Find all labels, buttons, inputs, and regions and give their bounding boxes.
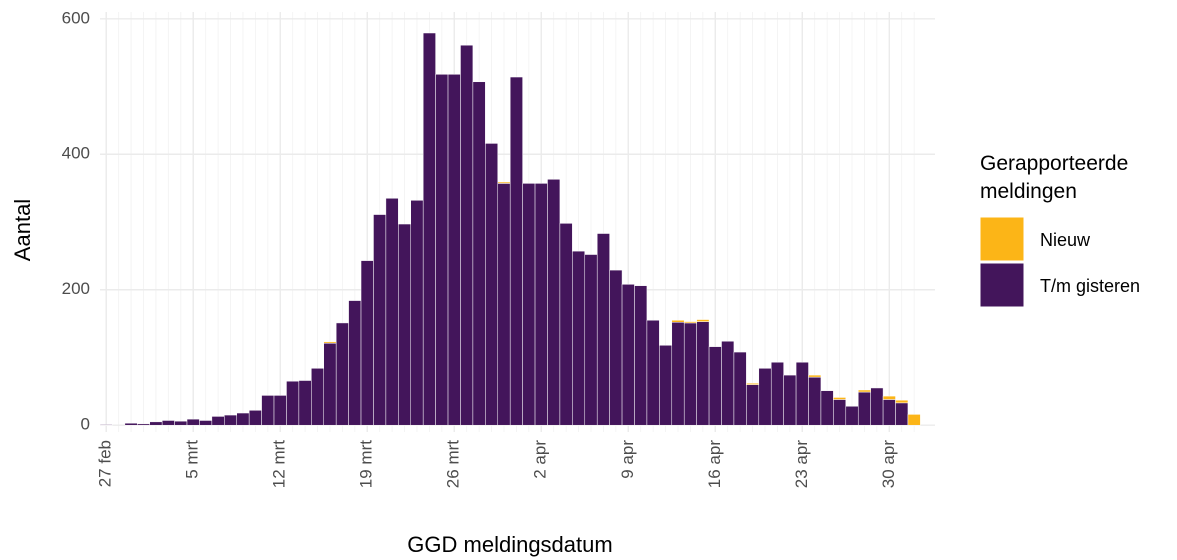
bar-segment (833, 397, 847, 400)
bar-segment (770, 361, 784, 426)
x-tick-label: 9 apr (618, 440, 637, 479)
y-tick-label: 400 (62, 144, 90, 163)
bar-segment (820, 390, 834, 426)
bar-segment (186, 418, 200, 426)
bar-segment (783, 374, 797, 426)
bar-segment (497, 183, 511, 426)
bar-segment (323, 341, 337, 344)
bar-segment (161, 420, 175, 426)
bar-segment (335, 322, 349, 426)
bar-segment (833, 399, 847, 426)
bar-segment (746, 384, 760, 426)
bar-segment (174, 420, 188, 426)
bar-segment (808, 376, 822, 426)
x-tick-label: 23 apr (792, 440, 811, 489)
bar-segment (422, 32, 436, 426)
bar-segment (895, 399, 909, 404)
bar-segment (199, 420, 213, 426)
bar-segment (311, 368, 324, 426)
bar-segment (857, 391, 871, 426)
y-tick-label: 600 (62, 8, 90, 27)
bar-segment (348, 300, 362, 426)
x-tick-label: 30 apr (879, 440, 898, 489)
bar-segment (509, 76, 523, 426)
x-tick-label: 19 mrt (357, 440, 376, 488)
x-tick-label: 2 apr (531, 440, 550, 479)
bar-segment (708, 346, 722, 426)
bar-segment (882, 395, 896, 400)
bar-segment (646, 319, 660, 426)
y-tick-label: 0 (81, 415, 90, 434)
bar-segment (323, 343, 337, 426)
bar-segment (460, 44, 474, 426)
x-axis-title: GGD meldingsdatum (407, 532, 612, 557)
bar-segment (596, 233, 610, 426)
bar-segment (149, 421, 163, 426)
bar-segment (609, 269, 623, 426)
bar-segment (137, 423, 150, 426)
bar-segment (895, 402, 909, 426)
bar-segment (572, 250, 586, 426)
bar-segment (696, 321, 710, 426)
bar-segment (746, 382, 760, 385)
legend-label: T/m gisteren (1040, 276, 1140, 296)
bar-segment (248, 410, 262, 426)
x-tick-label: 12 mrt (270, 440, 289, 488)
bar-segment (124, 422, 138, 426)
bar-segment (659, 345, 673, 426)
bar-segment (721, 340, 735, 426)
bar-segment (298, 380, 312, 426)
bar-segment (447, 74, 461, 426)
bar-segment (286, 380, 300, 426)
bar-segment (261, 395, 275, 426)
legend-key (979, 262, 1025, 308)
bar-segment (845, 406, 859, 426)
bar-segment (360, 260, 374, 426)
bar-segment (559, 223, 573, 426)
bar-segment (795, 361, 809, 426)
bar-segment (497, 181, 511, 184)
bar-segment (273, 395, 287, 426)
bar-segment (485, 143, 499, 426)
bar-segment (870, 387, 884, 426)
bar-segment (398, 223, 412, 426)
legend-title: Gerapporteerde meldingen (980, 152, 1129, 203)
x-tick-label: 26 mrt (444, 440, 463, 488)
legend-key (979, 216, 1025, 262)
y-tick-label: 200 (62, 279, 90, 298)
bar-segment (236, 412, 250, 426)
y-axis-title: Aantal (10, 199, 35, 261)
bar-segment (696, 319, 710, 322)
bar-segment (472, 81, 486, 426)
x-tick-label: 5 mrt (183, 440, 202, 479)
bar-segment (758, 368, 772, 426)
x-tick-label: 27 feb (96, 440, 115, 487)
bar-segment (671, 322, 685, 426)
bar-segment (683, 321, 697, 324)
bar-segment (621, 284, 635, 426)
bar-segment (99, 424, 113, 426)
bar-segment (808, 374, 822, 378)
bar-segment (224, 414, 237, 426)
bar-segment (534, 183, 548, 426)
bar-segment (547, 179, 561, 426)
x-tick-label: 16 apr (705, 440, 724, 489)
bar-segment (373, 214, 387, 426)
bar-segment (584, 254, 598, 426)
bar-segment (882, 399, 896, 426)
bar-segment (683, 322, 697, 426)
legend-label: Nieuw (1040, 230, 1091, 250)
bar-segment (907, 414, 921, 426)
bar-segment (410, 200, 424, 426)
bar-segment (857, 389, 871, 393)
bar-segment (385, 198, 399, 426)
bar-segment (634, 285, 648, 426)
bar-segment (522, 183, 536, 426)
bar-segment (435, 74, 449, 426)
bar-segment (733, 351, 747, 426)
bar-segment (211, 416, 225, 426)
bar-segment (671, 319, 685, 323)
